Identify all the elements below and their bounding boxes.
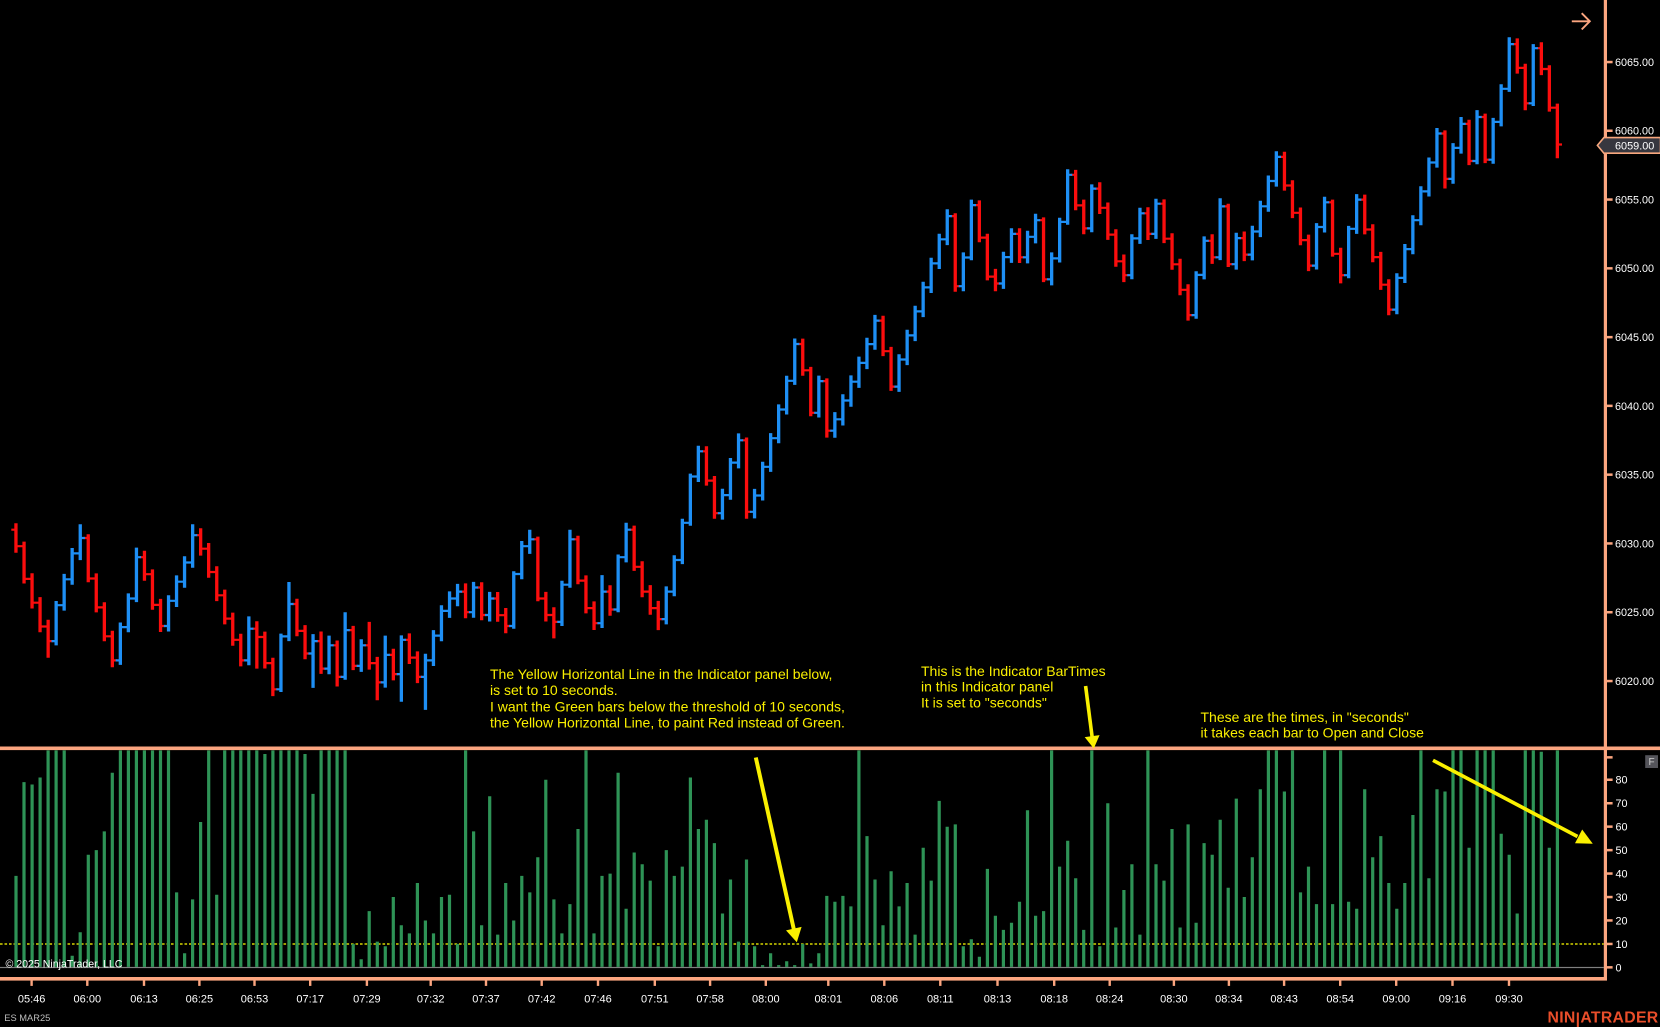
svg-text:6025.00: 6025.00	[1615, 607, 1654, 619]
svg-text:30: 30	[1616, 892, 1628, 904]
svg-text:08:34: 08:34	[1215, 993, 1243, 1005]
svg-text:50: 50	[1616, 845, 1628, 857]
svg-text:40: 40	[1616, 869, 1628, 881]
svg-text:06:53: 06:53	[241, 993, 269, 1005]
svg-text:6030.00: 6030.00	[1615, 538, 1654, 550]
svg-text:06:00: 06:00	[74, 993, 102, 1005]
svg-text:06:13: 06:13	[130, 993, 158, 1005]
svg-text:07:37: 07:37	[472, 993, 500, 1005]
svg-text:07:58: 07:58	[696, 993, 724, 1005]
svg-text:08:54: 08:54	[1326, 993, 1354, 1005]
svg-text:6060.00: 6060.00	[1615, 126, 1654, 138]
svg-text:07:17: 07:17	[296, 993, 324, 1005]
svg-text:05:46: 05:46	[18, 993, 46, 1005]
svg-text:I want the Green bars below th: I want the Green bars below the threshol…	[490, 698, 845, 714]
svg-text:The Yellow Horizontal Line in: The Yellow Horizontal Line in the Indica…	[490, 666, 832, 682]
svg-text:07:42: 07:42	[528, 993, 556, 1005]
svg-text:20: 20	[1616, 915, 1628, 927]
svg-text:6065.00: 6065.00	[1615, 57, 1654, 69]
svg-text:10: 10	[1616, 939, 1628, 951]
svg-text:6040.00: 6040.00	[1615, 401, 1654, 413]
svg-text:These are the times, in "secon: These are the times, in "seconds"	[1201, 709, 1409, 725]
svg-text:07:32: 07:32	[417, 993, 445, 1005]
svg-text:6059.00: 6059.00	[1615, 141, 1654, 153]
svg-text:07:46: 07:46	[584, 993, 612, 1005]
svg-text:This is the Indicator BarTimes: This is the Indicator BarTimes	[921, 663, 1106, 679]
svg-text:08:00: 08:00	[752, 993, 780, 1005]
svg-text:the Yellow Horizontal Line, to: the Yellow Horizontal Line, to paint Red…	[490, 715, 845, 731]
svg-text:60: 60	[1616, 822, 1628, 834]
svg-text:is set to 10 seconds.: is set to 10 seconds.	[490, 682, 618, 698]
svg-text:08:06: 08:06	[871, 993, 899, 1005]
svg-text:0: 0	[1616, 962, 1622, 974]
svg-text:08:13: 08:13	[984, 993, 1012, 1005]
svg-text:07:29: 07:29	[353, 993, 381, 1005]
svg-text:© 2025 NinjaTrader, LLC: © 2025 NinjaTrader, LLC	[6, 958, 123, 970]
svg-text:08:24: 08:24	[1096, 993, 1124, 1005]
svg-text:06:25: 06:25	[186, 993, 214, 1005]
svg-text:6055.00: 6055.00	[1615, 195, 1654, 207]
svg-text:08:18: 08:18	[1040, 993, 1068, 1005]
svg-text:07:51: 07:51	[641, 993, 669, 1005]
svg-text:6045.00: 6045.00	[1615, 332, 1654, 344]
svg-text:it takes each bar to Open and: it takes each bar to Open and Close	[1201, 725, 1425, 741]
svg-text:F: F	[1649, 757, 1655, 768]
svg-text:6020.00: 6020.00	[1615, 676, 1654, 688]
svg-text:6050.00: 6050.00	[1615, 263, 1654, 275]
svg-text:It is set to "seconds": It is set to "seconds"	[921, 694, 1047, 710]
svg-text:ES MAR25: ES MAR25	[4, 1013, 50, 1023]
svg-text:in this Indicator panel: in this Indicator panel	[921, 679, 1053, 695]
svg-text:80: 80	[1616, 775, 1628, 787]
svg-text:08:30: 08:30	[1160, 993, 1188, 1005]
svg-text:08:01: 08:01	[815, 993, 843, 1005]
svg-text:08:43: 08:43	[1270, 993, 1298, 1005]
svg-text:6035.00: 6035.00	[1615, 470, 1654, 482]
svg-text:NIN|ATRADER: NIN|ATRADER	[1548, 1009, 1659, 1027]
svg-text:08:11: 08:11	[927, 993, 954, 1005]
svg-text:09:30: 09:30	[1495, 993, 1523, 1005]
svg-text:70: 70	[1616, 798, 1628, 810]
svg-text:09:00: 09:00	[1382, 993, 1410, 1005]
svg-text:09:16: 09:16	[1439, 993, 1467, 1005]
